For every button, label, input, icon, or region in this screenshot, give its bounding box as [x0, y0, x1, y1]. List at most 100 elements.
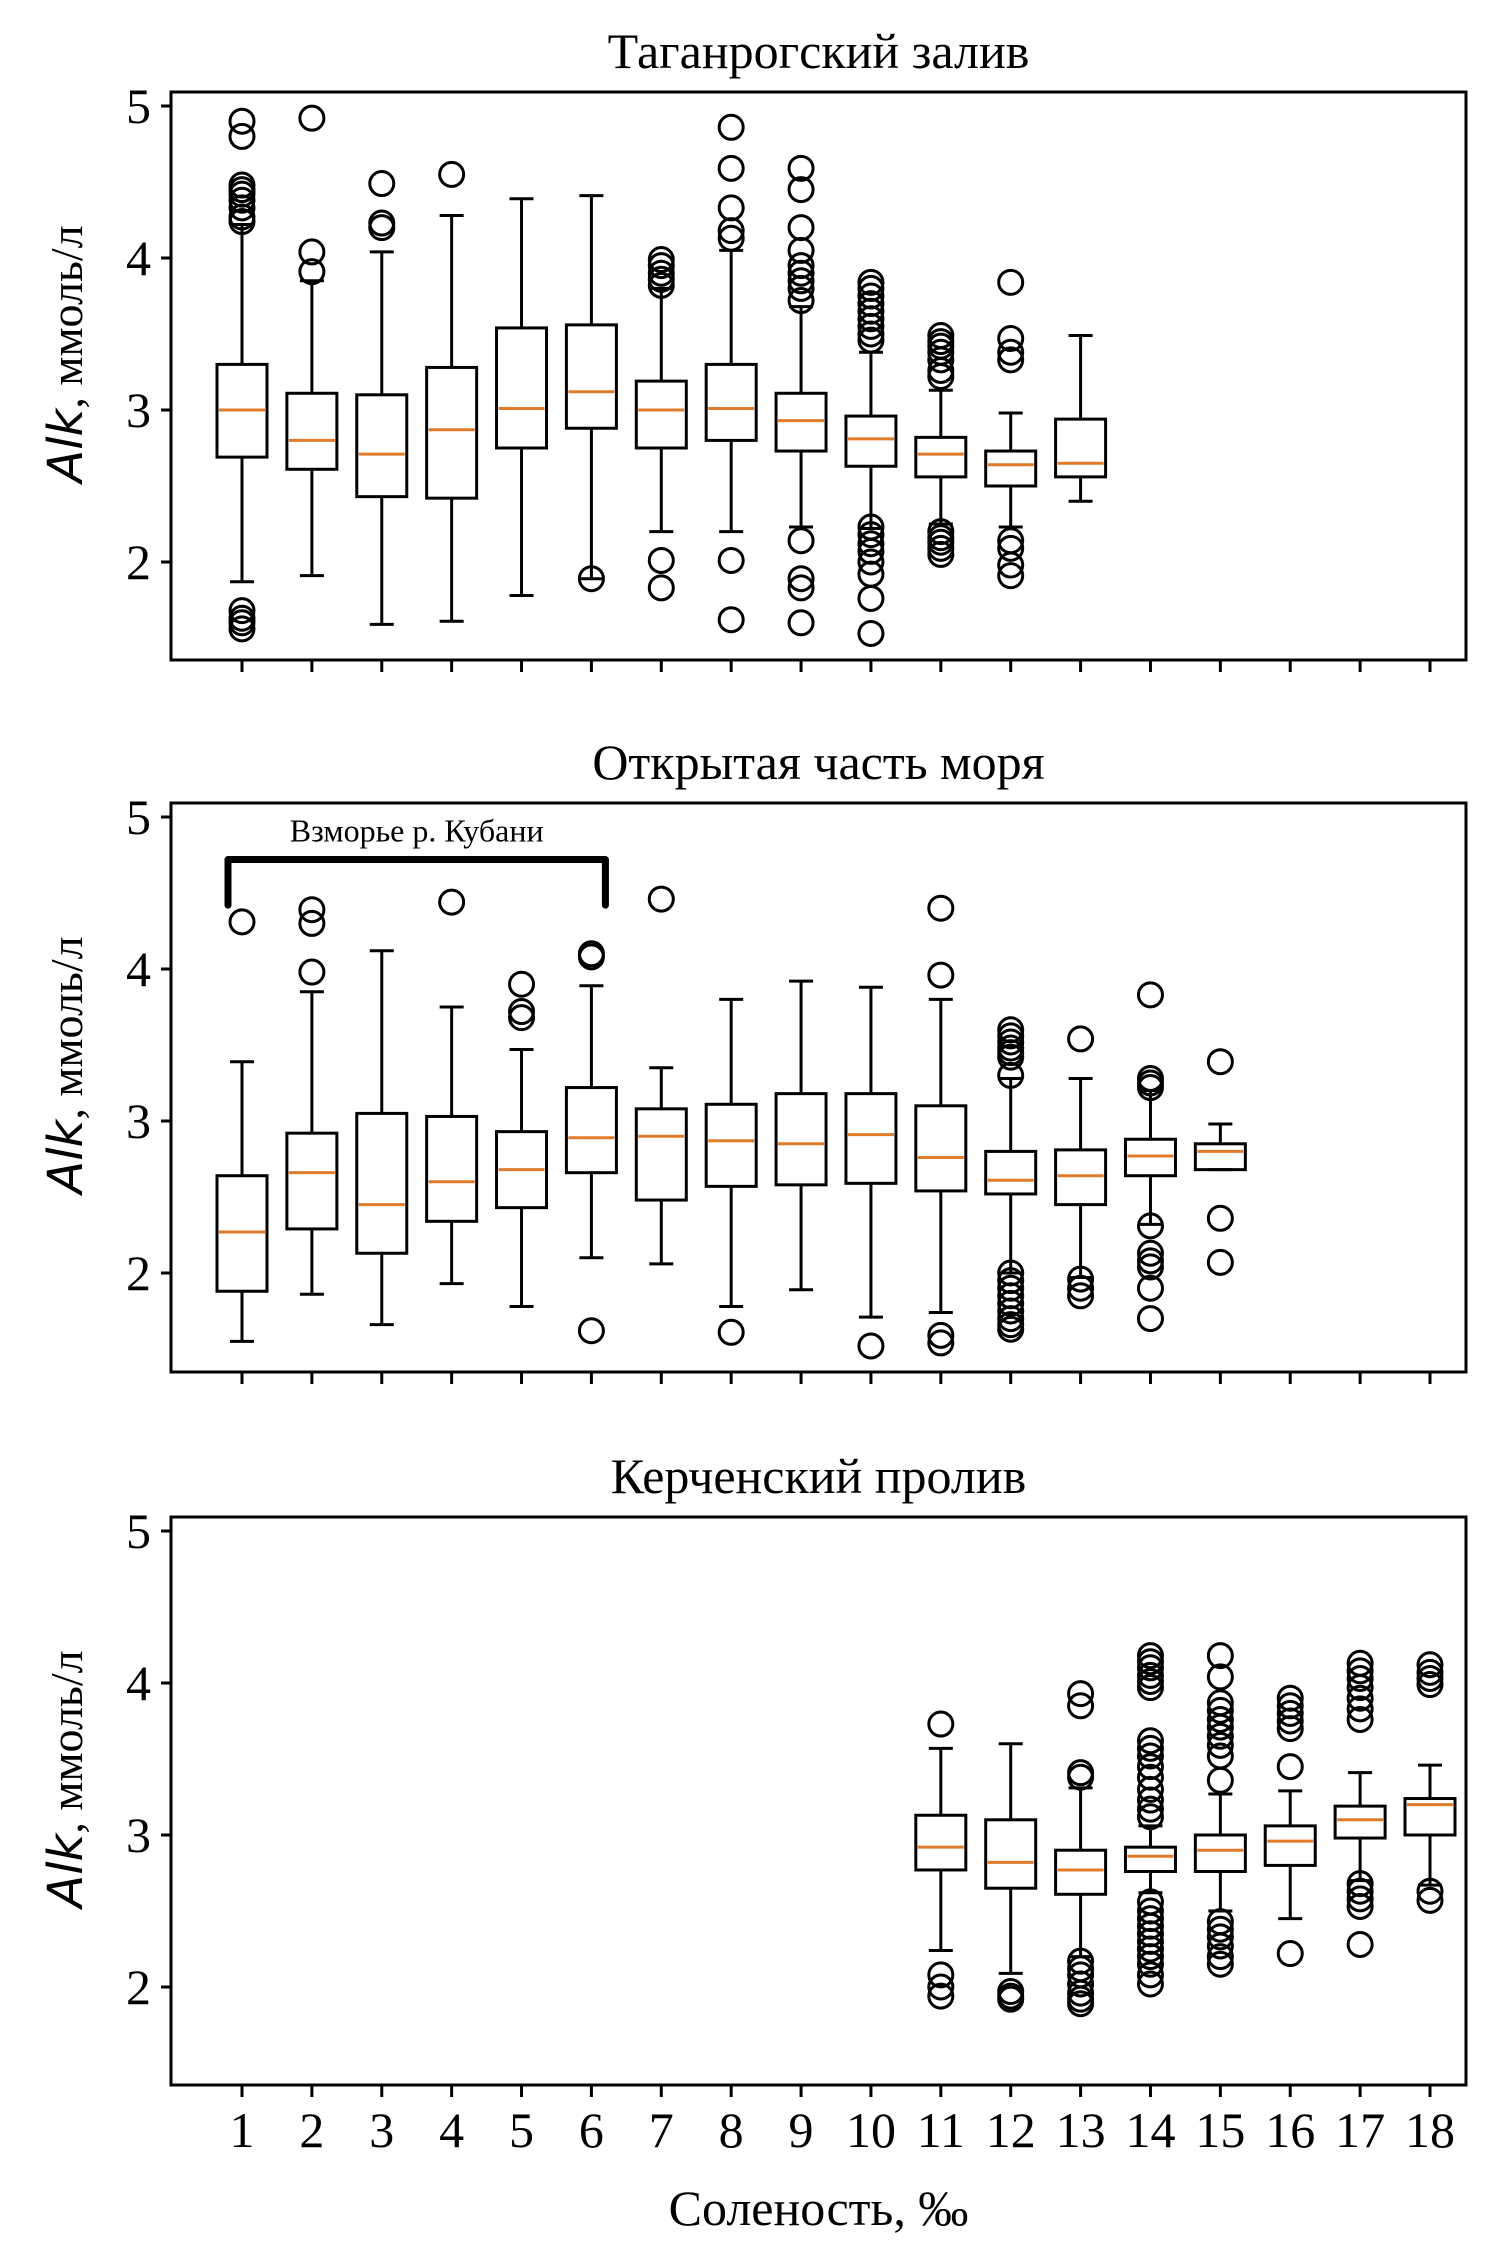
outlier-point	[1416, 1671, 1444, 1699]
outlier-point	[927, 1961, 955, 1989]
panel-title: Открытая часть моря	[592, 734, 1044, 790]
iqr-box	[564, 1086, 618, 1175]
iqr-box	[425, 365, 479, 500]
iqr-box	[495, 1130, 549, 1210]
outlier-point	[508, 970, 536, 998]
outlier-point	[1206, 1713, 1234, 1741]
box-salinity-13	[1054, 1680, 1108, 2018]
outlier-point	[1276, 1940, 1304, 1968]
x-tick-label: 16	[1265, 2102, 1315, 2158]
iqr-box	[564, 323, 618, 430]
outlier-point	[997, 551, 1025, 579]
outlier-point	[997, 346, 1025, 374]
outlier-point	[1067, 1763, 1095, 1791]
outlier-point	[787, 609, 815, 637]
panel-title: Таганрогский залив	[608, 23, 1030, 79]
outlier-point	[927, 894, 955, 922]
outlier-point	[1206, 1923, 1234, 1951]
y-tick-label: 3	[126, 1807, 151, 1863]
y-tick-label: 4	[126, 1655, 151, 1711]
outlier-point	[1136, 1970, 1164, 1998]
outlier-point	[717, 1318, 745, 1346]
box-salinity-18	[1403, 1651, 1457, 1914]
outlier-point	[927, 1973, 955, 2001]
y-axis-label-units: , ммоль/л	[41, 225, 92, 408]
box-salinity-17	[1333, 1649, 1387, 1958]
outlier-point	[857, 1332, 885, 1360]
box-salinity-9	[774, 979, 828, 1292]
outlier-point	[997, 1289, 1025, 1317]
outlier-point	[997, 1061, 1025, 1089]
iqr-box	[1263, 1824, 1317, 1867]
iqr-box	[1123, 1137, 1177, 1178]
box-salinity-15	[1193, 1642, 1247, 1978]
outlier-point	[228, 615, 256, 643]
outlier-point	[647, 546, 675, 574]
outlier-point	[717, 606, 745, 634]
outlier-point	[1136, 1734, 1164, 1762]
outlier-point	[927, 1321, 955, 1349]
box-salinity-14	[1123, 981, 1177, 1333]
outlier-point	[997, 338, 1025, 366]
outlier-point	[1206, 1048, 1234, 1076]
outlier-point	[1136, 1253, 1164, 1281]
iqr-box	[634, 1107, 688, 1202]
outlier-point	[1346, 1684, 1374, 1712]
iqr-box	[844, 1092, 898, 1185]
outlier-point	[997, 1985, 1025, 2013]
outlier-point	[717, 154, 745, 182]
outlier-point	[927, 1982, 955, 2010]
outlier-point	[1067, 1025, 1095, 1053]
outlier-point	[1136, 1803, 1164, 1831]
x-tick-label: 18	[1405, 2102, 1455, 2158]
y-tick-label: 4	[126, 941, 151, 997]
outlier-point	[1067, 1970, 1095, 1998]
x-tick-label: 10	[846, 2102, 896, 2158]
outlier-point	[1206, 1722, 1234, 1750]
outlier-point	[997, 268, 1025, 296]
box-salinity-7	[634, 885, 688, 1266]
outlier-point	[1206, 1950, 1234, 1978]
outlier-point	[298, 896, 326, 924]
outlier-point	[717, 546, 745, 574]
outlier-point	[1136, 1305, 1164, 1333]
outlier-point	[438, 160, 466, 188]
outlier-point	[857, 521, 885, 549]
outlier-point	[647, 271, 675, 299]
x-tick-label: 14	[1125, 2102, 1175, 2158]
outlier-point	[438, 888, 466, 916]
panel-title: Керченский пролив	[611, 1448, 1026, 1504]
outlier-point	[298, 909, 326, 937]
iqr-box	[704, 1102, 758, 1188]
outlier-point	[1346, 1877, 1374, 1905]
box-salinity-11	[914, 322, 968, 568]
iqr-box	[634, 379, 688, 450]
outlier-point	[1276, 1707, 1304, 1735]
outlier-point	[228, 107, 256, 135]
outlier-point	[577, 1317, 605, 1345]
outlier-point	[717, 194, 745, 222]
iqr-box	[774, 391, 828, 453]
y-tick-label: 3	[126, 382, 151, 438]
outlier-point	[787, 214, 815, 242]
iqr-box	[984, 1818, 1038, 1890]
outlier-point	[298, 258, 326, 286]
iqr-box	[1123, 1845, 1177, 1873]
y-axis-label-units: , ммоль/л	[41, 936, 92, 1119]
outlier-point	[1067, 1680, 1095, 1708]
annotation-label: Взморье р. Кубани	[290, 813, 544, 849]
outlier-point	[1276, 1715, 1304, 1743]
box-salinity-8	[704, 997, 758, 1346]
outlier-point	[1276, 1753, 1304, 1781]
outlier-point	[1206, 1642, 1234, 1670]
box-salinity-9	[774, 154, 828, 637]
y-axis-label: Alk, ммоль/л	[38, 225, 94, 485]
outlier-point	[857, 548, 885, 576]
outlier-point	[1136, 1654, 1164, 1682]
outlier-point	[298, 104, 326, 132]
x-tick-label: 8	[719, 2102, 744, 2158]
outlier-point	[1276, 1699, 1304, 1727]
x-tick-label: 1	[230, 2102, 255, 2158]
